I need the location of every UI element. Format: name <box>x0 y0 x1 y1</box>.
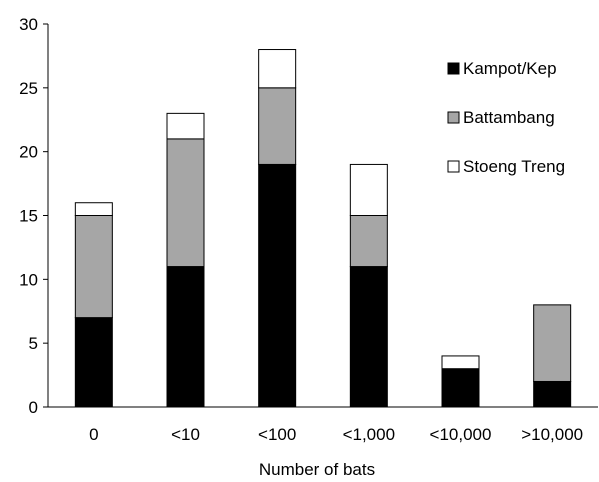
legend: Kampot/Kep Battambang Stoeng Treng <box>447 59 565 176</box>
bar-segment <box>166 266 205 408</box>
y-axis-ticks: 0 5 10 15 20 25 30 <box>19 15 48 417</box>
legend-swatch <box>447 111 460 124</box>
legend-swatch <box>447 62 460 75</box>
y-tick-label: 20 <box>19 143 38 162</box>
legend-label: Kampot/Kep <box>463 59 557 78</box>
x-tick-label: <10 <box>171 425 200 444</box>
bar-segment <box>349 163 388 216</box>
bar-segment <box>441 355 480 370</box>
bar-segment <box>441 368 480 408</box>
bar-segment <box>74 317 113 408</box>
bar-segment <box>258 163 297 408</box>
y-tick-label: 30 <box>19 15 38 34</box>
bar-segment <box>258 49 297 89</box>
x-tick-label: <1,000 <box>343 425 395 444</box>
legend-label: Stoeng Treng <box>463 157 565 176</box>
bar-segment <box>533 380 572 408</box>
x-tick-label: 0 <box>89 425 98 444</box>
axes-layer <box>47 24 598 408</box>
y-tick-label: 0 <box>29 398 38 417</box>
y-tick-label: 5 <box>29 334 38 353</box>
legend-swatch <box>447 160 460 173</box>
bar-segment <box>533 304 572 382</box>
x-tick-label: <100 <box>258 425 296 444</box>
x-tick-label: >10,000 <box>521 425 583 444</box>
bars-layer <box>74 49 572 408</box>
x-axis-title: Number of bats <box>259 460 375 479</box>
bar-segment <box>258 87 297 165</box>
bar-segment <box>166 112 205 140</box>
x-tick-label: <10,000 <box>430 425 492 444</box>
y-tick-label: 25 <box>19 79 38 98</box>
bar-segment <box>74 202 113 217</box>
bar-segment <box>349 215 388 268</box>
y-tick-label: 10 <box>19 270 38 289</box>
bar-segment <box>74 215 113 319</box>
y-tick-label: 15 <box>19 207 38 226</box>
bar-segment <box>349 266 388 408</box>
bar-segment <box>166 138 205 268</box>
x-axis-ticks: 0 <10 <100 <1,000 <10,000 >10,000 <box>89 425 583 444</box>
legend-label: Battambang <box>463 108 555 127</box>
